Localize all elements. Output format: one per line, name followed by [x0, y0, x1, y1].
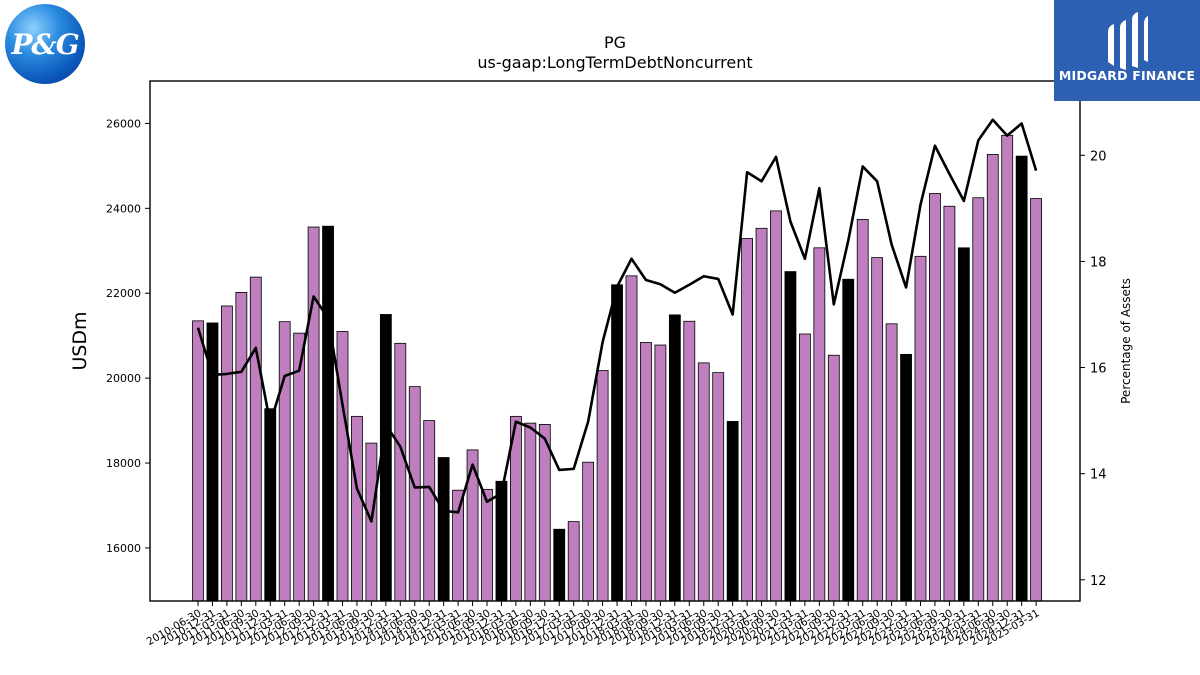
bar	[683, 320, 696, 602]
midgard-finance-logo: MIDGARD FINANCE	[1054, 0, 1200, 101]
bar	[640, 342, 652, 602]
bar	[770, 210, 782, 602]
y2-tick-label: 14	[1090, 468, 1107, 483]
bar	[192, 320, 204, 602]
axes-group: 16000 18000 20000 22000 24000 26000 12 14 16 18 20…	[106, 80, 1107, 648]
y2-tick-label: 18	[1090, 255, 1107, 270]
y2-axis-label: Percentage of Assets	[1119, 278, 1133, 404]
bar	[784, 271, 797, 602]
bar	[322, 225, 334, 602]
chart-title: PG	[604, 33, 626, 52]
bar	[755, 227, 768, 602]
y-tick-label: 18000	[106, 457, 141, 470]
bar	[972, 197, 985, 602]
bar	[1015, 155, 1028, 602]
y-tick-label: 16000	[106, 542, 141, 555]
bar	[582, 461, 595, 602]
bar	[423, 420, 436, 602]
plot-frame	[149, 80, 1081, 602]
bar	[278, 321, 291, 602]
bar	[220, 305, 233, 602]
bar	[524, 422, 537, 602]
bar	[943, 205, 956, 602]
y2-tick-label: 12	[1090, 574, 1107, 589]
bar	[986, 154, 999, 602]
bar	[481, 488, 493, 602]
bar	[856, 218, 869, 602]
y-tick-label: 22000	[106, 287, 141, 300]
bar	[408, 386, 421, 602]
bars-group	[192, 134, 1042, 602]
bar	[726, 421, 739, 602]
bar	[929, 193, 941, 602]
bar	[813, 247, 826, 602]
pg-logo: P&G	[5, 4, 85, 84]
bar	[567, 521, 580, 602]
bar	[611, 284, 623, 602]
bar	[336, 331, 349, 602]
midgard-logo-text: MIDGARD FINANCE	[1058, 68, 1196, 83]
bar	[625, 275, 638, 602]
y2-tick-label: 16	[1090, 362, 1107, 377]
bar	[799, 333, 811, 602]
bar	[900, 353, 912, 602]
bar	[697, 362, 710, 602]
bar	[235, 291, 248, 602]
bar	[596, 370, 609, 602]
y-tick-label: 24000	[106, 202, 141, 215]
y-axis-label: USDm	[69, 311, 91, 370]
bar	[668, 314, 681, 602]
bar	[538, 424, 551, 602]
bar	[264, 408, 277, 602]
bar	[249, 276, 262, 602]
pct-assets-line	[196, 118, 1038, 523]
bar	[307, 226, 320, 602]
bar	[437, 457, 450, 602]
midgard-mark-icon	[1108, 12, 1148, 70]
bar	[914, 255, 927, 602]
bar	[351, 415, 363, 602]
chart-subtitle: us-gaap:LongTermDebtNoncurrent	[477, 53, 752, 72]
bar	[654, 344, 667, 602]
bar	[827, 354, 840, 602]
y-tick-label: 26000	[106, 117, 141, 130]
bar	[1001, 134, 1014, 602]
y2-tick-label: 20	[1090, 149, 1107, 164]
bar	[885, 323, 898, 602]
y-tick-label: 20000	[106, 372, 141, 385]
bar	[394, 342, 407, 602]
bar	[712, 372, 725, 602]
bar	[452, 489, 465, 602]
bar	[1030, 198, 1042, 602]
line-group	[196, 118, 1038, 523]
bar	[957, 247, 970, 602]
bar	[871, 257, 884, 602]
bar	[553, 528, 566, 602]
bar	[842, 278, 855, 602]
bar	[495, 480, 508, 602]
bar	[741, 238, 753, 602]
pg-logo-text: P&G	[11, 27, 79, 61]
